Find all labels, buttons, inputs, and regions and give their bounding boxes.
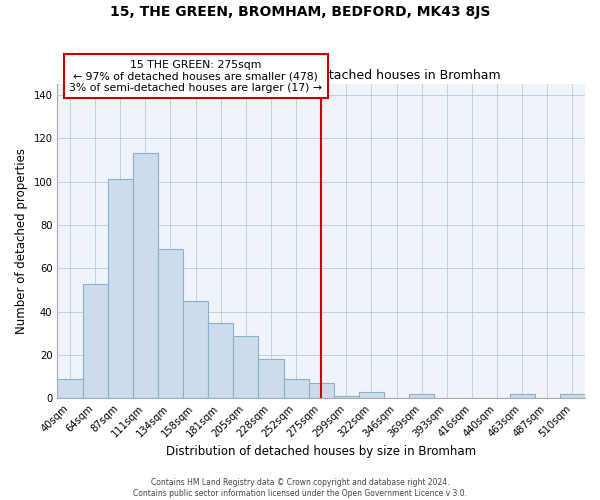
Text: 15, THE GREEN, BROMHAM, BEDFORD, MK43 8JS: 15, THE GREEN, BROMHAM, BEDFORD, MK43 8J… [110,5,490,19]
Bar [183,301,208,398]
Bar [509,394,535,398]
Title: Size of property relative to detached houses in Bromham: Size of property relative to detached ho… [142,68,500,82]
Bar [334,396,359,398]
Text: 15 THE GREEN: 275sqm
← 97% of detached houses are smaller (478)
3% of semi-detac: 15 THE GREEN: 275sqm ← 97% of detached h… [69,60,322,93]
Bar [107,180,133,398]
X-axis label: Distribution of detached houses by size in Bromham: Distribution of detached houses by size … [166,444,476,458]
Text: Contains HM Land Registry data © Crown copyright and database right 2024.
Contai: Contains HM Land Registry data © Crown c… [133,478,467,498]
Bar [259,360,284,399]
Bar [83,284,107,399]
Bar [58,379,83,398]
Bar [158,249,183,398]
Bar [233,336,259,398]
Bar [308,384,334,398]
Bar [409,394,434,398]
Bar [284,379,308,398]
Bar [208,322,233,398]
Bar [133,154,158,398]
Bar [560,394,585,398]
Y-axis label: Number of detached properties: Number of detached properties [15,148,28,334]
Bar [359,392,384,398]
